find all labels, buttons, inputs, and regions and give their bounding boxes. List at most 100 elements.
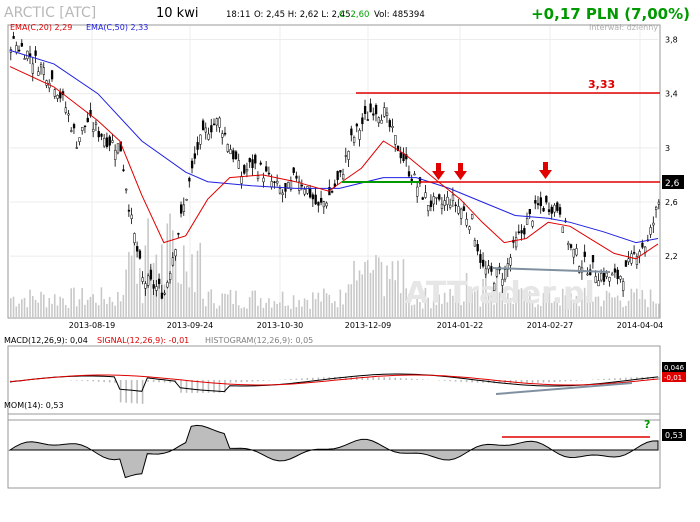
- volume-bar: [559, 305, 561, 317]
- histogram-bar: [317, 377, 320, 380]
- candle-body: [147, 275, 150, 286]
- histogram-bar: [246, 380, 248, 382]
- volume-bar: [449, 289, 451, 317]
- volume-bar: [413, 304, 416, 317]
- candle-body: [86, 117, 89, 123]
- candle-body: [212, 123, 216, 126]
- volume-bar: [531, 299, 534, 317]
- candle-body: [509, 257, 512, 266]
- candle-body: [78, 137, 81, 142]
- histogram-bar: [619, 377, 622, 380]
- candle-body: [547, 209, 551, 212]
- candle-body: [116, 143, 120, 154]
- volume-bar: [81, 287, 83, 317]
- volume-bar: [608, 292, 611, 317]
- volume-bar: [550, 302, 553, 317]
- candle-body: [462, 206, 466, 211]
- candle-body: [347, 151, 350, 160]
- candle-body: [602, 273, 606, 282]
- candle-body: [89, 109, 92, 117]
- price-grid: [10, 26, 658, 317]
- volume-bar: [424, 287, 427, 317]
- ticker-title: ARCTIC [ATC]: [4, 5, 96, 21]
- candle-body: [493, 283, 496, 291]
- volume-bar: [73, 287, 75, 317]
- candle-body: [34, 50, 37, 56]
- candle-body: [385, 112, 389, 116]
- candle-body: [81, 126, 84, 131]
- histogram-bar: [185, 380, 188, 393]
- volume-bar: [603, 300, 605, 317]
- histogram-bar: [136, 380, 138, 404]
- candle-body: [245, 169, 249, 172]
- signal-line: [9, 374, 659, 386]
- histogram-bar: [405, 378, 407, 380]
- histogram-bar: [658, 376, 660, 380]
- volume-bar: [361, 274, 364, 317]
- candle-body: [171, 257, 175, 266]
- volume-bar: [526, 288, 528, 317]
- macd-line: [9, 373, 659, 393]
- histogram-bar: [361, 376, 364, 380]
- histogram-bar: [636, 377, 638, 380]
- candle-body: [133, 233, 136, 243]
- candle-body: [56, 94, 59, 99]
- candle-body: [234, 151, 238, 160]
- volume-bar: [419, 302, 421, 317]
- volume-bar: [397, 260, 399, 317]
- histogram-label: HISTOGRAM(12,26,9): 0,05: [205, 336, 313, 345]
- watermark: ATTrader.pl: [405, 276, 595, 311]
- candle-body: [539, 197, 542, 207]
- histogram-bar: [119, 380, 122, 403]
- volume-bar: [188, 287, 191, 317]
- candle-body: [641, 242, 644, 248]
- candle-body: [144, 283, 147, 289]
- volume-bar: [405, 288, 407, 317]
- histogram-bar: [597, 379, 600, 380]
- volume-bar: [56, 305, 59, 317]
- histogram-bar: [75, 380, 78, 381]
- volume-bar: [34, 299, 37, 317]
- candle-body: [105, 137, 109, 147]
- candle-body: [298, 181, 301, 191]
- candle-body: [391, 126, 394, 128]
- histogram-bar: [284, 379, 287, 380]
- volume-bar: [166, 223, 169, 317]
- volume-bar: [581, 293, 583, 317]
- volume-bar: [301, 306, 303, 317]
- candle-body: [352, 137, 356, 143]
- volume-bar: [388, 278, 391, 317]
- volume-bar: [169, 213, 171, 317]
- candle-body: [15, 45, 18, 53]
- candle-body: [649, 227, 652, 235]
- candle-body: [410, 178, 413, 181]
- histogram-bar: [180, 380, 182, 393]
- candle-body: [185, 199, 188, 201]
- volume-bar: [468, 293, 471, 317]
- candle-body: [97, 131, 100, 138]
- candle-body: [207, 133, 210, 140]
- histogram-bar: [498, 380, 501, 384]
- candle-body: [655, 206, 658, 210]
- volume-bar: [410, 305, 413, 317]
- volume-bar: [471, 290, 473, 317]
- volume-bar: [589, 301, 591, 317]
- volume-bar: [383, 296, 386, 317]
- volume-bar: [430, 308, 432, 317]
- histogram-bar: [542, 380, 545, 383]
- volume-bar: [232, 303, 235, 317]
- price-tick-label: 3,8: [665, 36, 678, 45]
- histogram-bar: [443, 380, 446, 381]
- volume-bar: [474, 291, 476, 317]
- histogram-bar: [465, 380, 468, 383]
- volume-bar: [496, 267, 498, 317]
- histogram-bar: [268, 380, 270, 381]
- candle-body: [473, 240, 477, 247]
- histogram-bar: [383, 377, 386, 380]
- candle-body: [624, 260, 628, 267]
- volume-bar: [210, 289, 213, 317]
- volume-bar: [515, 295, 517, 317]
- candle-body: [320, 197, 323, 203]
- ema20-legend: EMA(C,20) 2,29: [10, 23, 72, 32]
- candle-body: [42, 67, 45, 75]
